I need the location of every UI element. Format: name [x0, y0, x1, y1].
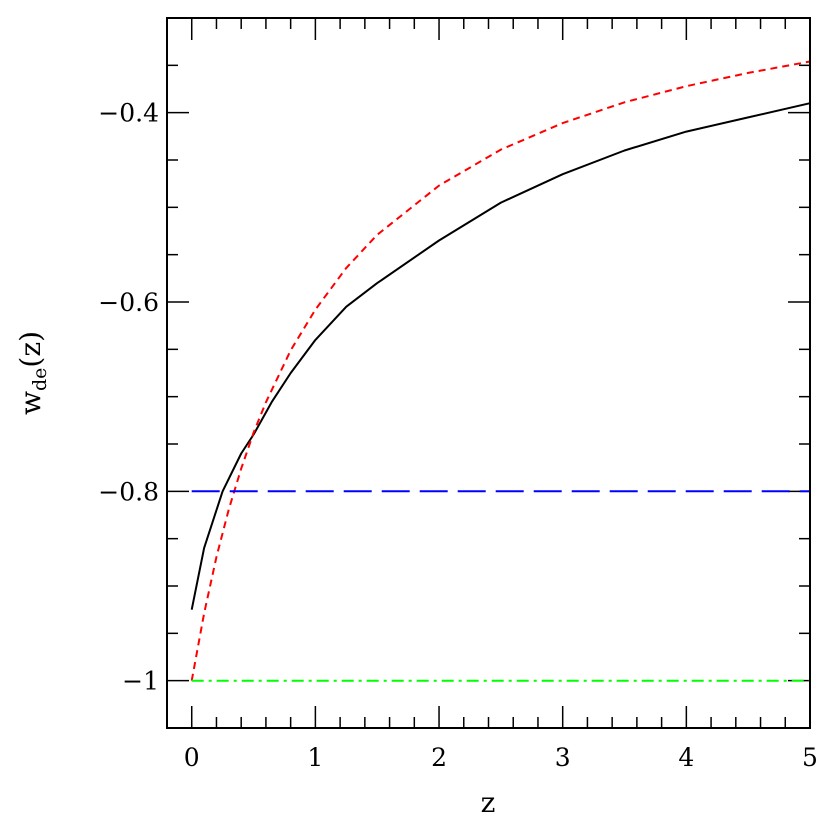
- series-line-short-dash: [190, 60, 811, 681]
- x-tick-label: 4: [678, 743, 694, 772]
- series: [190, 60, 811, 682]
- x-tick-label: 5: [802, 743, 818, 772]
- plot-frame: [166, 17, 811, 729]
- y-tick-label: −0.4: [98, 99, 159, 128]
- series-line-solid: [190, 102, 811, 610]
- y-tick-label: −0.6: [98, 288, 159, 317]
- y-tick-label: −0.8: [98, 477, 159, 506]
- x-tick-label: 0: [184, 743, 200, 772]
- y-tick-label: −1: [122, 667, 159, 696]
- x-tick-label: 2: [431, 743, 447, 772]
- x-tick-label: 1: [307, 743, 323, 772]
- x-axis-label: z: [481, 786, 496, 819]
- y-axis-label: wde(z): [14, 331, 51, 415]
- x-tick-label: 3: [555, 743, 571, 772]
- tick-labels: 0 1 2 3 4 5 −1 −0.8 −0.6 −0.4: [98, 99, 818, 772]
